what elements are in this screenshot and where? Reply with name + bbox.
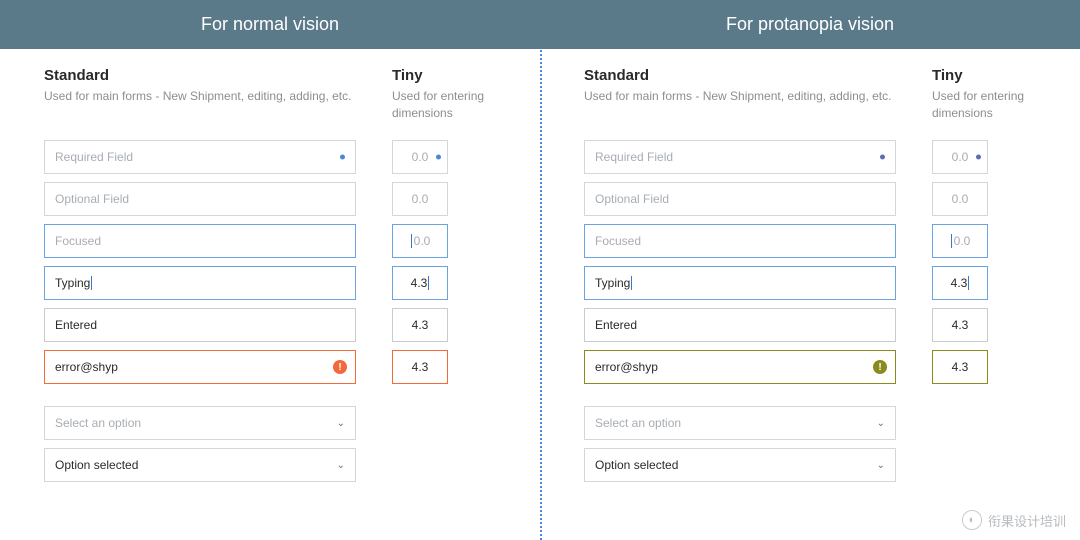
tiny-error-input[interactable]: 4.3	[392, 350, 448, 384]
tiny-typing-input[interactable]: 4.3	[932, 266, 988, 300]
panel-normal-vision: For normal vision Standard Used for main…	[0, 0, 540, 540]
field-label: Focused	[55, 234, 101, 248]
field-label: Entered	[55, 318, 97, 332]
select-label: Select an option	[595, 416, 681, 430]
text-cursor-icon	[968, 276, 969, 290]
optional-field-input[interactable]: Optional Field	[44, 182, 356, 216]
field-label: Focused	[595, 234, 641, 248]
select-label: Select an option	[55, 416, 141, 430]
tiny-focused-input[interactable]: 0.0	[392, 224, 448, 258]
field-label: Optional Field	[595, 192, 669, 206]
tiny-value: 4.3	[412, 318, 429, 332]
error-icon: !	[873, 360, 887, 374]
required-dot-icon	[976, 155, 981, 160]
section-desc-tiny: Used for entering dimensions	[932, 88, 1042, 122]
tiny-value: 4.3	[412, 360, 429, 374]
panel-divider	[540, 50, 542, 540]
watermark: ◐ 衔果设计培训	[962, 510, 1066, 530]
error-field-input[interactable]: error@shyp !	[44, 350, 356, 384]
tiny-value: 4.3	[952, 360, 969, 374]
tiny-entered-input[interactable]: 4.3	[932, 308, 988, 342]
tiny-value: 4.3	[952, 318, 969, 332]
column-standard: Standard Used for main forms - New Shipm…	[44, 67, 356, 490]
select-selected[interactable]: Option selected ⌄	[584, 448, 896, 482]
select-selected[interactable]: Option selected ⌄	[44, 448, 356, 482]
watermark-icon: ◐	[962, 510, 982, 530]
field-label: Typing	[595, 276, 630, 290]
text-cursor-icon	[631, 276, 632, 290]
field-label: error@shyp	[55, 360, 118, 374]
entered-field-input[interactable]: Entered	[44, 308, 356, 342]
section-title-tiny: Tiny	[392, 67, 502, 84]
field-label: Entered	[595, 318, 637, 332]
select-label: Option selected	[55, 458, 138, 472]
chevron-down-icon: ⌄	[877, 418, 885, 429]
field-label: error@shyp	[595, 360, 658, 374]
text-cursor-icon	[91, 276, 92, 290]
panel-protanopia-vision: For protanopia vision Standard Used for …	[540, 0, 1080, 540]
tiny-value: 4.3	[411, 276, 428, 290]
section-desc-standard: Used for main forms - New Shipment, edit…	[584, 88, 896, 122]
select-label: Option selected	[595, 458, 678, 472]
text-cursor-icon	[428, 276, 429, 290]
select-placeholder[interactable]: Select an option ⌄	[584, 406, 896, 440]
tiny-required-input[interactable]: 0.0	[932, 140, 988, 174]
tiny-value: 0.0	[954, 234, 971, 248]
field-label: Typing	[55, 276, 90, 290]
column-tiny: Tiny Used for entering dimensions 0.0 0.…	[932, 67, 1042, 490]
text-cursor-icon	[951, 234, 952, 248]
section-desc-tiny: Used for entering dimensions	[392, 88, 502, 122]
panel-body-protanopia: Standard Used for main forms - New Shipm…	[540, 49, 1080, 508]
column-tiny: Tiny Used for entering dimensions 0.0 0.…	[392, 67, 502, 490]
optional-field-input[interactable]: Optional Field	[584, 182, 896, 216]
panel-header-protanopia: For protanopia vision	[540, 0, 1080, 49]
field-label: Optional Field	[55, 192, 129, 206]
required-field-input[interactable]: Required Field	[584, 140, 896, 174]
section-desc-standard: Used for main forms - New Shipment, edit…	[44, 88, 356, 122]
tiny-optional-input[interactable]: 0.0	[392, 182, 448, 216]
field-label: Required Field	[55, 150, 133, 164]
section-title-standard: Standard	[584, 67, 896, 84]
tiny-entered-input[interactable]: 4.3	[392, 308, 448, 342]
focused-field-input[interactable]: Focused	[44, 224, 356, 258]
chevron-down-icon: ⌄	[877, 460, 885, 471]
tiny-value: 0.0	[414, 234, 431, 248]
required-dot-icon	[880, 155, 885, 160]
typing-field-input[interactable]: Typing	[584, 266, 896, 300]
panel-body-normal: Standard Used for main forms - New Shipm…	[0, 49, 540, 508]
chevron-down-icon: ⌄	[337, 460, 345, 471]
required-dot-icon	[340, 155, 345, 160]
tiny-value: 0.0	[952, 192, 969, 206]
tiny-focused-input[interactable]: 0.0	[932, 224, 988, 258]
tiny-required-input[interactable]: 0.0	[392, 140, 448, 174]
tiny-value: 4.3	[951, 276, 968, 290]
panel-title: For normal vision	[201, 14, 339, 34]
panel-title: For protanopia vision	[726, 14, 894, 34]
watermark-text: 衔果设计培训	[988, 511, 1066, 530]
tiny-value: 0.0	[412, 192, 429, 206]
tiny-value: 0.0	[952, 150, 969, 164]
error-field-input[interactable]: error@shyp !	[584, 350, 896, 384]
tiny-value: 0.0	[412, 150, 429, 164]
field-label: Required Field	[595, 150, 673, 164]
section-title-standard: Standard	[44, 67, 356, 84]
required-field-input[interactable]: Required Field	[44, 140, 356, 174]
panel-header-normal: For normal vision	[0, 0, 540, 49]
select-placeholder[interactable]: Select an option ⌄	[44, 406, 356, 440]
required-dot-icon	[436, 155, 441, 160]
focused-field-input[interactable]: Focused	[584, 224, 896, 258]
text-cursor-icon	[411, 234, 412, 248]
typing-field-input[interactable]: Typing	[44, 266, 356, 300]
error-icon: !	[333, 360, 347, 374]
section-title-tiny: Tiny	[932, 67, 1042, 84]
tiny-error-input[interactable]: 4.3	[932, 350, 988, 384]
chevron-down-icon: ⌄	[337, 418, 345, 429]
column-standard: Standard Used for main forms - New Shipm…	[584, 67, 896, 490]
entered-field-input[interactable]: Entered	[584, 308, 896, 342]
tiny-typing-input[interactable]: 4.3	[392, 266, 448, 300]
tiny-optional-input[interactable]: 0.0	[932, 182, 988, 216]
